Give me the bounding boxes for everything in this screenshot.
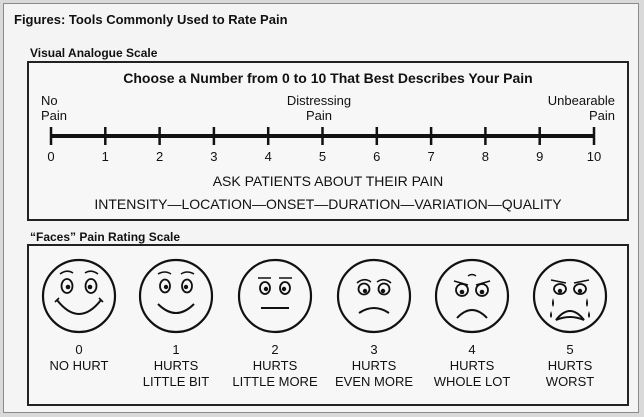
face-caption-score: 1 [172,342,180,357]
anchor-no-pain: No Pain [41,93,101,123]
face-caption-line2: WORST [545,374,595,389]
scale-tick-label: 0 [47,149,55,164]
scale-ticks [49,127,596,145]
anchor-no-pain-line1: No [41,93,58,108]
face-caption-line1: HURTS [547,358,593,373]
faces-panel: 0 NO HURT 1 HURTS LITTLE BIT 2 HURTS LITTLE M… [27,244,629,406]
face-caption-score: 0 [75,342,83,357]
face-caption-score: 5 [566,342,574,357]
face-caption-line1: HURTS [449,358,495,373]
pain-dimensions-text: INTENSITY—LOCATION—ONSET—DURATION—VARIAT… [94,196,562,212]
vas-heading: Choose a Number from 0 to 10 That Best D… [123,70,533,86]
face-caption-line1: HURTS [351,358,397,373]
face-3-icon [336,258,412,334]
vas-panel: Choose a Number from 0 to 10 That Best D… [27,61,629,221]
face-caption-line2: WHOLE LOT [433,374,511,389]
face-1-icon [138,258,214,334]
scale-tick-label: 7 [427,149,435,164]
anchor-no-pain-line2: Pain [41,108,68,123]
scale-tick-label: 4 [264,149,272,164]
ask-patients-text: ASK PATIENTS ABOUT THEIR PAIN [212,173,444,189]
face-5-icon [532,258,608,334]
face-caption: 5 HURTS WORST [520,342,620,390]
face-caption-score: 3 [370,342,378,357]
scale-tick-label: 10 [586,149,602,164]
figure-title: Figures: Tools Commonly Used to Rate Pai… [14,12,288,27]
face-caption: 4 HURTS WHOLE LOT [422,342,522,390]
face-caption: 0 NO HURT [29,342,129,374]
faces-section-label: “Faces” Pain Rating Scale [30,230,181,244]
face-caption-line1: HURTS [252,358,298,373]
anchor-unbearable-line2: Pain [588,108,615,123]
face-caption-line1: HURTS [153,358,199,373]
face-caption: 3 HURTS EVEN MORE [324,342,424,390]
anchor-distressing-line1: Distressing [286,93,352,108]
vas-scale-line [49,127,596,145]
vas-section-label: Visual Analogue Scale [30,46,158,60]
face-caption-line2: LITTLE MORE [232,374,318,389]
face-caption-score: 4 [468,342,476,357]
face-caption: 1 HURTS LITTLE BIT [126,342,226,390]
scale-tick-label: 5 [318,149,327,164]
scale-tick-label: 1 [101,149,109,164]
scale-tick-label: 3 [210,149,218,164]
face-4-icon [434,258,510,334]
scale-tick-label: 9 [536,149,544,164]
face-0-icon [41,258,117,334]
face-caption-line2: LITTLE BIT [142,374,210,389]
face-caption-line1: NO HURT [49,358,109,373]
face-caption-score: 2 [271,342,279,357]
anchor-distressing-pain: Distressing Pain [259,93,379,123]
figure-page: Figures: Tools Commonly Used to Rate Pai… [3,3,639,413]
scale-tick-label: 2 [155,149,164,164]
anchor-distressing-line2: Pain [305,108,333,123]
scale-tick-label: 6 [373,149,381,164]
face-caption-line2: EVEN MORE [334,374,413,389]
scale-tick-label: 8 [481,149,489,164]
face-caption: 2 HURTS LITTLE MORE [225,342,325,390]
anchor-unbearable-pain: Unbearable Pain [535,93,615,123]
anchor-unbearable-line1: Unbearable [547,93,615,108]
face-2-icon [237,258,313,334]
